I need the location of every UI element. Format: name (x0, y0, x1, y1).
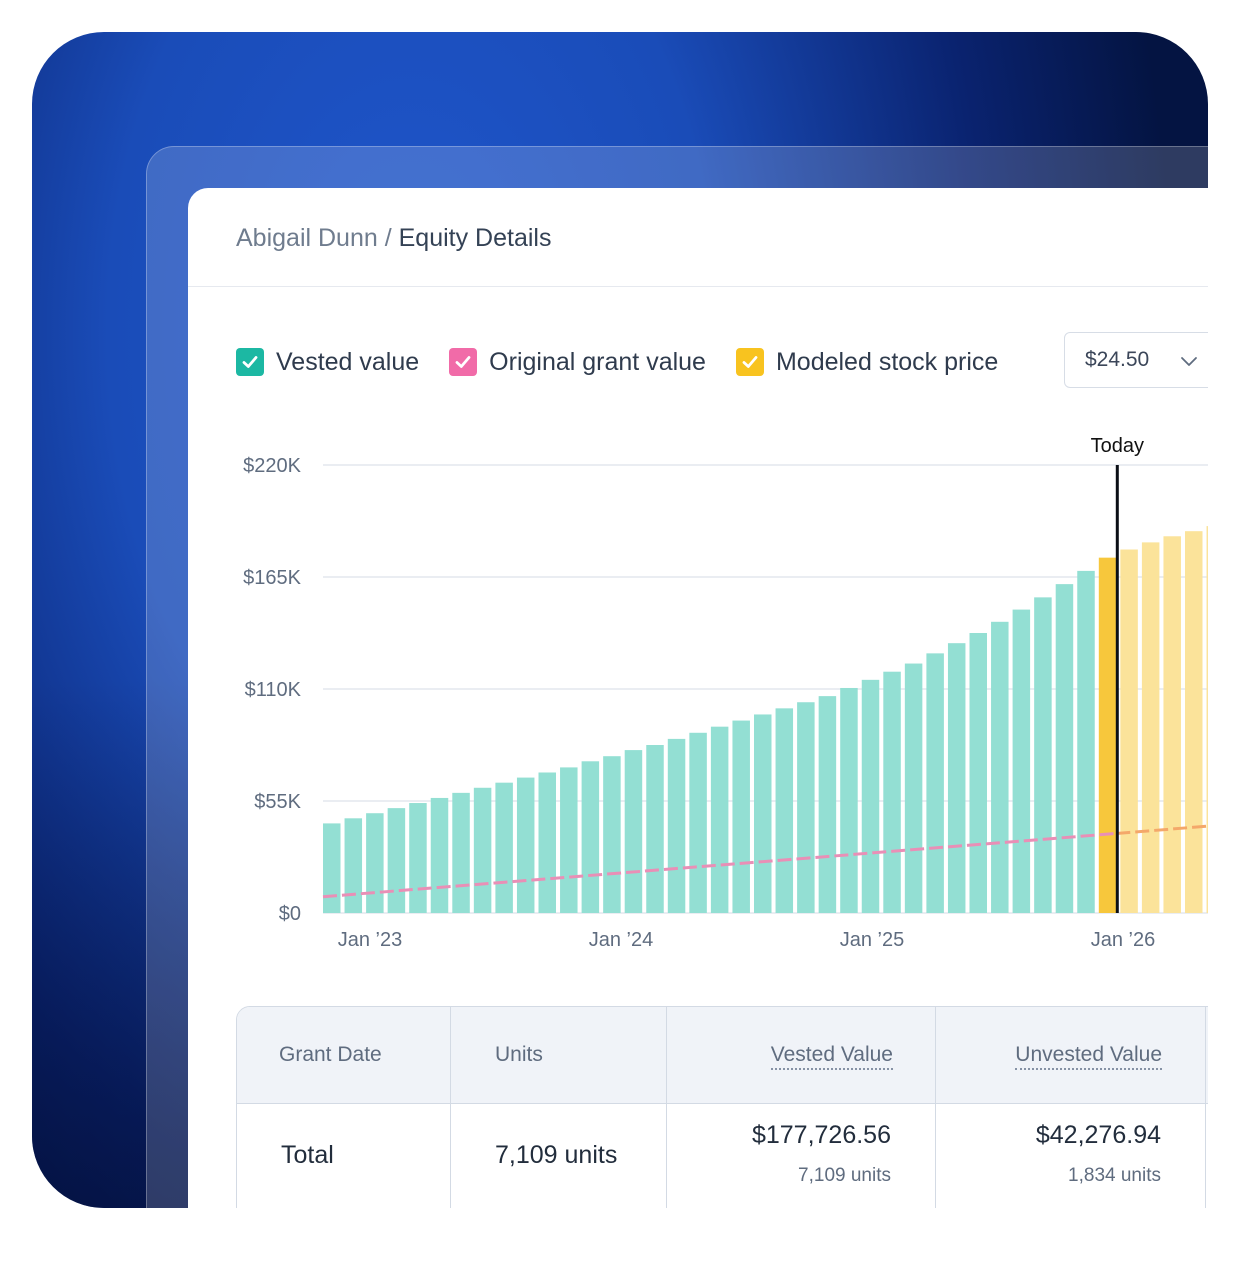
y-tick-label: $110K (245, 679, 302, 701)
breadcrumb-current: Equity Details (398, 224, 552, 252)
vested-bar (323, 823, 341, 913)
cell-units: 7,109 units (451, 1103, 667, 1208)
modeled-bar (1185, 531, 1203, 913)
modeled-bar (1163, 536, 1181, 913)
vested-bar (710, 726, 729, 913)
vested-bar (969, 633, 987, 913)
vested-bar (947, 643, 966, 913)
vested-bar (732, 720, 750, 913)
vested-bar (1012, 609, 1031, 913)
y-tick-label: $0 (279, 903, 301, 925)
vested-bar (560, 767, 578, 913)
x-tick-label: Jan ’25 (840, 929, 905, 948)
vested-bar (452, 792, 470, 913)
modeled-bar (1120, 549, 1138, 913)
table-row: Total 7,109 units $177,726.56 7,109 unit… (237, 1103, 1208, 1208)
check-icon (242, 356, 258, 368)
vested-bar (516, 777, 535, 913)
header-units: Units (495, 1043, 543, 1066)
vested-bar (409, 803, 427, 913)
breadcrumb-parent[interactable]: Abigail Dunn (236, 224, 378, 252)
equity-chart: $220K $165K $110K $55K $0 Today Jan ’23 Jan ’24… (243, 435, 1208, 948)
vested-bar (581, 761, 600, 913)
header-cell-grant-date: Grant Date (237, 1007, 451, 1103)
vested-bar (603, 756, 621, 913)
vested-bar (473, 787, 492, 913)
breadcrumb-separator: / (377, 224, 399, 252)
legend-item-modeled-stock-price[interactable]: Modeled stock price (735, 347, 999, 377)
stock-price-select[interactable]: $24.50 (1064, 332, 1208, 388)
x-tick-label: Jan ’26 (1091, 929, 1156, 948)
check-icon (742, 356, 758, 368)
header-grant-date: Grant Date (279, 1043, 382, 1066)
header-unvested-value[interactable]: Unvested Value (1015, 1043, 1162, 1070)
total-unvested-units: 1,834 units (1068, 1165, 1161, 1186)
modeled-bar (1141, 542, 1160, 913)
legend-label-modeled-stock-price: Modeled stock price (775, 347, 999, 376)
vested-bar (387, 808, 406, 913)
table-header: Grant Date Units Vested Value Unvested V… (237, 1007, 1208, 1104)
equity-details-card: Abigail Dunn / Equity Details Vested val… (188, 188, 1208, 1208)
stock-price-select-value: $24.50 (1085, 348, 1150, 371)
cell-vested-value: $177,726.56 7,109 units (667, 1103, 936, 1208)
vested-bar (667, 738, 686, 913)
vested-bar (1034, 597, 1052, 913)
y-tick-label: $165K (243, 567, 301, 589)
vested-bar (1077, 570, 1095, 913)
vested-bar (797, 702, 815, 913)
vested-bar (775, 708, 794, 913)
cell-unvested-value: $42,276.94 1,834 units (936, 1103, 1206, 1208)
vested-bar (840, 687, 858, 913)
today-label: Today (1091, 435, 1144, 457)
vested-bar (495, 782, 513, 913)
page-header: Abigail Dunn / Equity Details (188, 188, 1208, 287)
vested-bar (689, 732, 707, 913)
x-tick-label: Jan ’23 (338, 929, 403, 948)
legend-item-original-grant-value[interactable]: Original grant value (449, 348, 706, 377)
vested-bar (1055, 584, 1074, 913)
vested-bar (366, 813, 384, 913)
modeled-bar (1098, 557, 1117, 913)
cell-grant-date: Total (237, 1103, 451, 1208)
vested-bar (991, 621, 1009, 913)
legend-label-original-grant-value: Original grant value (489, 347, 706, 376)
chart-legend: Vested value Original grant value Modele… (236, 332, 1028, 392)
equity-table: Grant Date Units Vested Value Unvested V… (236, 1006, 1208, 1208)
total-unvested-value: $42,276.94 (1035, 1121, 1161, 1149)
vested-bar (430, 797, 449, 913)
vested-bar (904, 663, 923, 913)
vested-bar (624, 750, 643, 913)
vested-bar (754, 714, 772, 913)
vested-bar (646, 745, 664, 913)
x-tick-label: Jan ’24 (589, 929, 654, 948)
vested-bar (883, 671, 901, 913)
breadcrumb: Abigail Dunn / Equity Details (236, 224, 551, 253)
checkbox-modeled-stock-price[interactable] (735, 348, 764, 376)
checkbox-original-grant-value[interactable] (449, 348, 478, 376)
header-cell-unvested-value: Unvested Value (936, 1007, 1206, 1103)
header-vested-value[interactable]: Vested Value (770, 1043, 893, 1070)
header-cell-units: Units (451, 1007, 667, 1103)
vested-bar (861, 679, 880, 913)
chevron-down-icon (1181, 357, 1197, 366)
y-tick-label: $220K (243, 455, 301, 477)
total-units: 7,109 units (495, 1141, 618, 1169)
vested-bar (344, 818, 363, 913)
checkbox-vested-value[interactable] (236, 348, 264, 376)
check-icon (455, 356, 471, 368)
vested-bar (538, 772, 556, 913)
y-tick-label: $55K (254, 791, 301, 813)
legend-item-vested-value[interactable]: Vested value (236, 348, 419, 377)
vested-bar (926, 653, 944, 913)
total-vested-units: 7,109 units (798, 1165, 891, 1186)
header-cell-vested-value: Vested Value (667, 1007, 936, 1103)
total-label: Total (281, 1141, 334, 1169)
modeled-bar (1206, 526, 1208, 913)
legend-label-vested-value: Vested value (276, 347, 420, 376)
vested-bar (818, 696, 837, 913)
total-vested-value: $177,726.56 (751, 1121, 891, 1149)
